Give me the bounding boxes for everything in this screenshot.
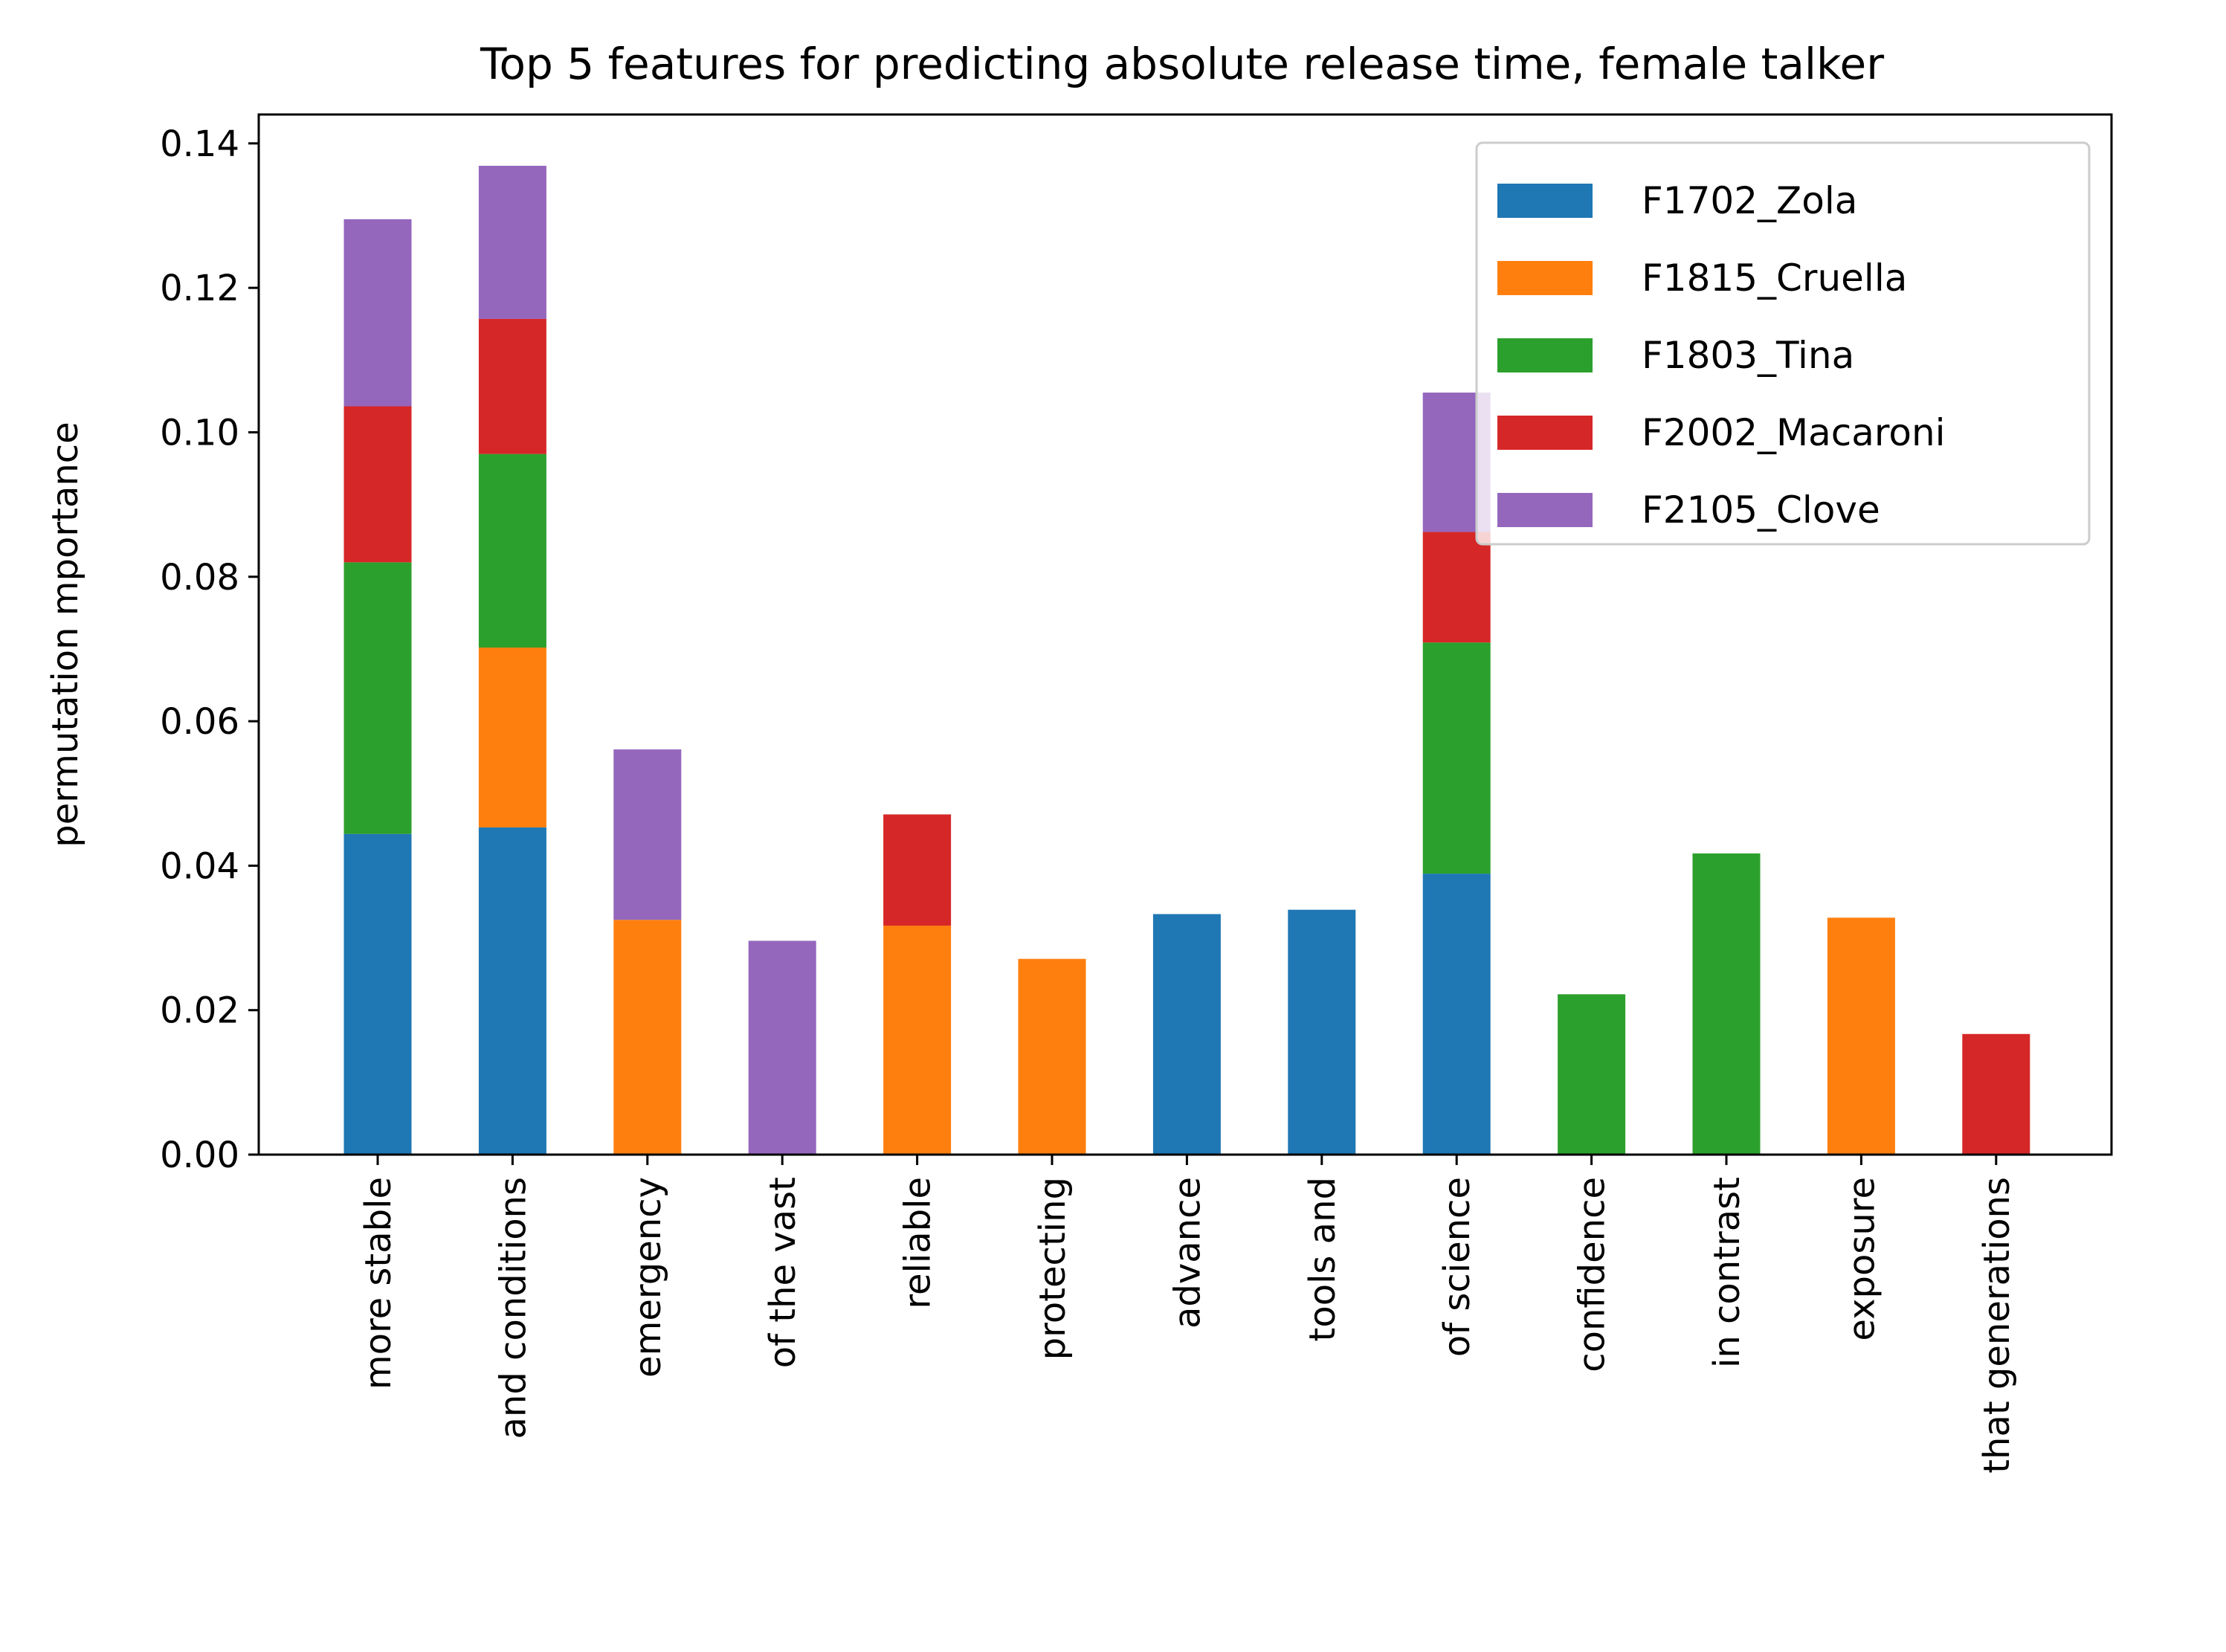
y-tick-label: 0.06 bbox=[160, 701, 239, 743]
bar-segment-1-series-4 bbox=[343, 406, 412, 563]
bar-segment-2-series-1 bbox=[478, 827, 546, 1155]
bar-segment-11-series-3 bbox=[1692, 853, 1761, 1155]
y-tick-label: 0.12 bbox=[160, 268, 239, 309]
bar-segment-9-series-4 bbox=[1422, 532, 1491, 643]
bar-segment-2-series-2 bbox=[478, 647, 546, 827]
y-tick-label: 0.00 bbox=[160, 1135, 239, 1176]
bar-segment-2-series-5 bbox=[478, 165, 546, 319]
y-tick-label: 0.14 bbox=[160, 123, 239, 165]
y-tick-label: 0.10 bbox=[160, 412, 239, 454]
bar-segment-12-series-2 bbox=[1827, 917, 1895, 1155]
bar-segment-8-series-1 bbox=[1288, 909, 1356, 1155]
bar-segment-13-series-4 bbox=[1962, 1033, 2030, 1155]
legend: F1702_Zola F1815_Cruella F1803_Tina F2002_M… bbox=[1475, 141, 2091, 546]
x-tick-label: confidence bbox=[1572, 1177, 1613, 1372]
chart-title: Top 5 features for predicting absolute r… bbox=[480, 39, 1884, 89]
bar-segment-7-series-1 bbox=[1152, 914, 1221, 1155]
legend-label: F1803_Tina bbox=[1642, 334, 1854, 377]
bar-segment-1-series-5 bbox=[343, 219, 412, 407]
bar-segment-5-series-2 bbox=[883, 926, 952, 1155]
bars-layer bbox=[343, 165, 2030, 1155]
y-axis-label: permutation mportance bbox=[45, 422, 86, 847]
bar-segment-2-series-3 bbox=[478, 454, 546, 648]
bar-segment-10-series-3 bbox=[1558, 994, 1626, 1155]
bar-segment-6-series-2 bbox=[1018, 958, 1086, 1155]
x-tick-label: more stable bbox=[358, 1177, 399, 1390]
legend-swatch bbox=[1497, 493, 1593, 527]
x-tick-label: advance bbox=[1167, 1177, 1208, 1329]
legend-box bbox=[1475, 141, 2091, 546]
x-tick-label: exposure bbox=[1841, 1177, 1883, 1341]
legend-label: F2002_Macaroni bbox=[1642, 411, 1946, 454]
x-tick-label: in contrast bbox=[1706, 1177, 1748, 1368]
bar-segment-3-series-5 bbox=[613, 749, 682, 920]
x-tick-label: that generations bbox=[1976, 1177, 2018, 1474]
x-tick-label: reliable bbox=[897, 1177, 939, 1309]
y-tick-label: 0.04 bbox=[160, 845, 239, 887]
bar-segment-3-series-2 bbox=[613, 920, 682, 1155]
x-axis-ticks: more stable and conditions emergency of the… bbox=[358, 1155, 2018, 1474]
bar-segment-1-series-3 bbox=[343, 562, 412, 834]
legend-swatch bbox=[1497, 184, 1593, 218]
y-tick-label: 0.08 bbox=[160, 557, 239, 598]
x-tick-label: and conditions bbox=[492, 1177, 534, 1439]
x-tick-label: of science bbox=[1436, 1177, 1478, 1357]
x-tick-label: emergency bbox=[628, 1177, 669, 1378]
y-tick-label: 0.02 bbox=[160, 990, 239, 1032]
legend-label: F1815_Cruella bbox=[1642, 256, 1907, 300]
bar-segment-9-series-3 bbox=[1422, 642, 1491, 874]
bar-segment-5-series-4 bbox=[883, 814, 952, 926]
x-tick-label: protecting bbox=[1032, 1177, 1074, 1360]
x-tick-label: of the vast bbox=[762, 1177, 804, 1368]
legend-swatch bbox=[1497, 261, 1593, 295]
bar-segment-9-series-1 bbox=[1422, 874, 1491, 1155]
x-tick-label: tools and bbox=[1302, 1177, 1343, 1341]
legend-swatch bbox=[1497, 338, 1593, 372]
legend-swatch bbox=[1497, 416, 1593, 450]
legend-label: F1702_Zola bbox=[1642, 179, 1857, 222]
plot-frame bbox=[257, 113, 2113, 1156]
bar-segment-2-series-4 bbox=[478, 318, 546, 454]
y-axis-ticks: 0.00 0.02 0.04 0.06 0.08 0.10 0.12 0.14 bbox=[160, 123, 259, 1176]
bar-segment-4-series-5 bbox=[748, 940, 816, 1155]
legend-label: F2105_Clove bbox=[1642, 488, 1880, 532]
bar-segment-1-series-1 bbox=[343, 833, 412, 1155]
